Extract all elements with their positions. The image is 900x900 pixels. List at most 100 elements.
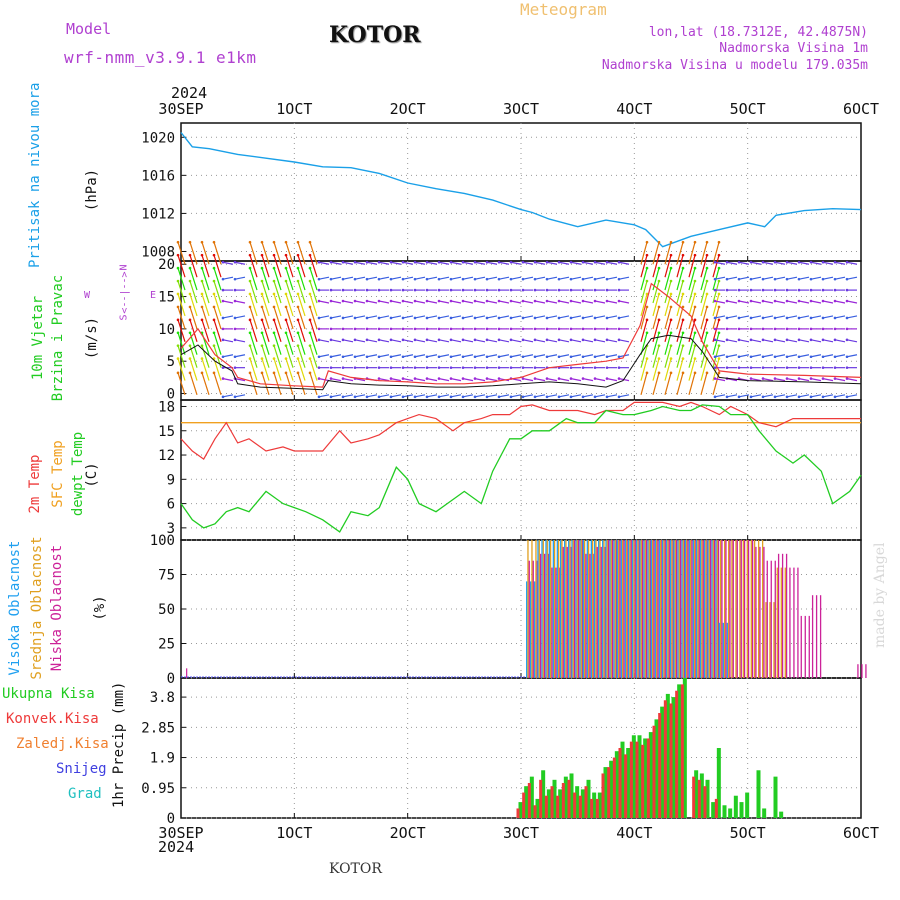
wind-arrow-head xyxy=(785,288,789,292)
wind-arrow xyxy=(750,300,762,304)
wind-arrow-head xyxy=(341,260,345,264)
wind-arrow xyxy=(297,254,306,278)
wind-arrow xyxy=(750,394,762,398)
wind-arrow xyxy=(354,378,366,382)
wind-arrow xyxy=(213,306,222,330)
wind-arrow-head xyxy=(233,288,237,292)
wind-arrow-head xyxy=(437,288,441,292)
wind-arrow-head xyxy=(593,299,597,303)
wind-arrow xyxy=(762,378,774,382)
wind-arrow xyxy=(546,354,558,358)
wind-arrow-head xyxy=(353,277,357,281)
wind-arrow xyxy=(474,315,486,319)
wind-arrow-head xyxy=(485,338,489,342)
wind-arrow-head xyxy=(509,299,513,303)
wind-arrow xyxy=(726,394,738,398)
wind-arrow-head xyxy=(785,299,789,303)
wind-arrow-head xyxy=(188,266,192,270)
conv-precip-bar xyxy=(629,741,633,818)
wind-arrow xyxy=(534,276,546,280)
wind-arrow-head xyxy=(425,316,429,320)
wind-arrow-head xyxy=(693,266,697,270)
wind-arrow-head xyxy=(593,260,597,264)
wind-arrow xyxy=(342,378,354,382)
total-precip-bar xyxy=(728,808,733,818)
wind-arrow-head xyxy=(593,316,597,320)
frz-precip-label: Zaledj.Kisa xyxy=(16,736,109,752)
conv-precip-bar xyxy=(669,703,673,818)
wind-arrow xyxy=(510,300,522,304)
wind-arrow xyxy=(664,255,672,278)
wind-arrow xyxy=(846,315,858,319)
wind-arrow xyxy=(676,293,684,317)
wind-arrow-head xyxy=(248,357,252,360)
wind-arrow-head xyxy=(821,299,825,303)
wind-arrow xyxy=(330,261,342,265)
wind-arrow xyxy=(676,267,684,291)
wind-arrow-head xyxy=(533,395,537,399)
wind-arrow xyxy=(414,394,426,398)
wind-arrow xyxy=(201,242,210,265)
wind-arrow-head xyxy=(329,395,333,399)
wind-arrow xyxy=(450,378,462,382)
wind-arrow-head xyxy=(705,266,709,270)
wind-arrow-head xyxy=(737,366,741,369)
wind-arrow-head xyxy=(212,266,216,270)
wind-arrow xyxy=(309,280,318,304)
wind-arrow-head xyxy=(593,277,597,281)
conv-precip-bar xyxy=(544,795,548,818)
wind-arrow xyxy=(342,276,354,280)
wind-arrow xyxy=(438,276,450,280)
wind-arrow-head xyxy=(272,371,276,375)
wind-arrow-head xyxy=(833,338,837,342)
wind-arrow xyxy=(606,394,618,398)
wind-arrow-head xyxy=(761,260,765,264)
wind-arrow-head xyxy=(845,299,849,303)
wind-arrow xyxy=(390,394,402,398)
wind-arrow-head xyxy=(605,260,609,264)
wind-arrow-head xyxy=(693,292,697,296)
wind-arrow-head xyxy=(341,316,345,320)
wind-arrow xyxy=(249,306,258,330)
conv-precip-bar xyxy=(573,792,577,818)
wind-arrow xyxy=(640,345,648,368)
wind-arrow-head xyxy=(713,260,717,264)
wind-arrow xyxy=(177,345,186,368)
wind-arrow-head xyxy=(473,355,477,359)
wind-arrow xyxy=(700,358,708,381)
wind-arrow-head xyxy=(329,327,333,331)
x-tick-top: 6OCT xyxy=(843,100,879,118)
wind-arrow-head xyxy=(725,288,729,292)
wind-arrow-head xyxy=(681,305,685,309)
wind-arrow-head xyxy=(497,366,501,369)
wind-arrow xyxy=(213,267,222,291)
wind-arrow-head xyxy=(785,355,789,359)
wind-arrow-head xyxy=(705,371,709,375)
conv-precip-bar xyxy=(584,786,588,818)
wind-arrow-head xyxy=(308,331,312,335)
wind-arrow xyxy=(189,293,198,317)
wind-arrow-head xyxy=(233,395,237,399)
wind-arrow-head xyxy=(833,299,837,303)
wind-arrow xyxy=(774,378,786,382)
wind-arrow-head xyxy=(260,305,264,309)
wind-arrow xyxy=(297,372,306,396)
wind-arrow xyxy=(712,293,720,317)
wind-arrow xyxy=(450,300,462,304)
wind-arrow xyxy=(822,261,834,265)
wind-arrow xyxy=(249,293,258,317)
wind-arrow-head xyxy=(461,355,465,359)
wind-arrow-head xyxy=(761,327,765,331)
wind-arrow xyxy=(309,242,318,265)
wind-arrow xyxy=(750,276,762,280)
wind-arrow xyxy=(712,242,720,265)
wind-arrow-head xyxy=(773,316,777,320)
wind-arrow-head xyxy=(833,277,837,281)
y-tick-label: 1.9 xyxy=(150,751,175,767)
wind-arrow xyxy=(330,394,342,398)
wind-arrow xyxy=(438,300,450,304)
wind-arrow xyxy=(261,358,270,381)
wind-arrow-head xyxy=(485,395,489,399)
wind-arrow xyxy=(390,300,402,304)
wind-arrow xyxy=(222,394,234,398)
